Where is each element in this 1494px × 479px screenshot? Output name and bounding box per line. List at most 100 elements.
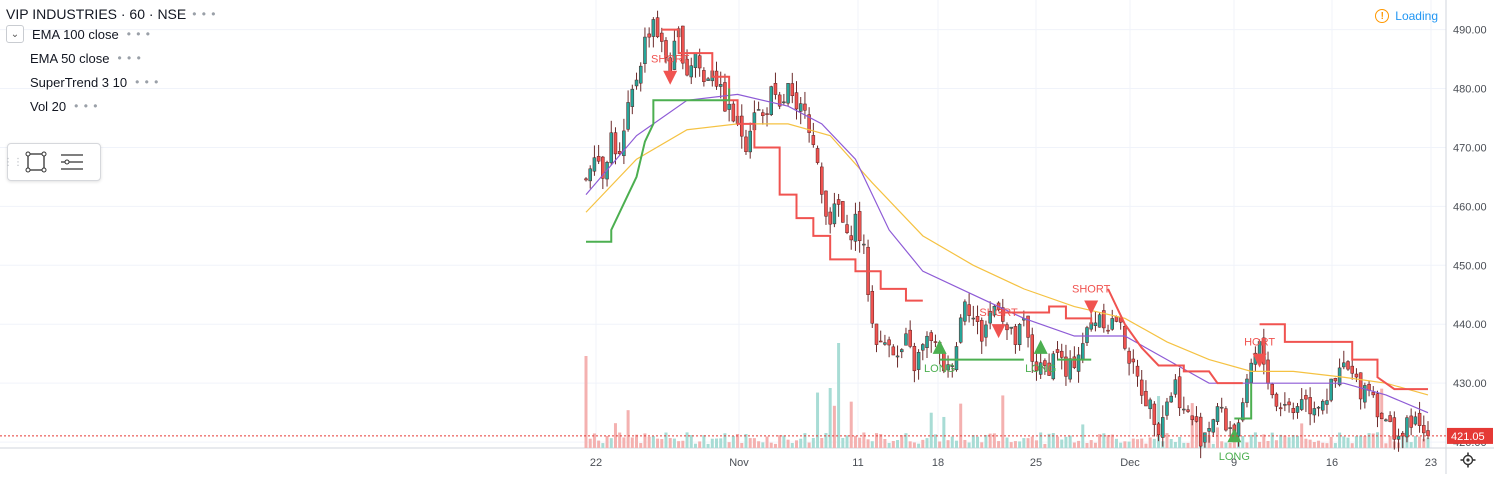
candle-body (1308, 397, 1312, 415)
candle-body (1236, 422, 1241, 437)
volume-bar (643, 433, 647, 448)
settings-lines-icon[interactable] (54, 146, 90, 178)
candle-body (1152, 403, 1157, 425)
volume-bar (1102, 433, 1106, 448)
y-tick-label: 460.00 (1453, 201, 1487, 213)
y-tick-label: 480.00 (1453, 84, 1487, 96)
volume-bar (988, 433, 992, 448)
rectangle-tool-icon[interactable] (18, 146, 54, 178)
candle-body (1413, 416, 1418, 425)
volume-bar (816, 392, 820, 448)
indicator-row-volume[interactable]: Vol 20 • • • (6, 94, 217, 118)
volume-bar (1178, 436, 1182, 448)
candle-body (1047, 362, 1051, 376)
candle-body (1017, 324, 1022, 346)
indicator-more-icon[interactable]: • • • (74, 99, 99, 113)
candle-body (862, 243, 866, 246)
short-signal-arrow (1084, 300, 1099, 315)
candle-body (1186, 409, 1190, 412)
x-tick-label: 18 (932, 457, 944, 469)
volume-bar (702, 435, 706, 448)
warning-icon[interactable]: ! (1375, 9, 1390, 23)
volume-bar (967, 442, 971, 448)
volume-bar (1077, 440, 1081, 448)
volume-bar (845, 435, 849, 448)
volume-bar (1136, 439, 1140, 448)
candle-body (988, 310, 992, 324)
volume-bar (1194, 418, 1198, 448)
volume-bar (1258, 441, 1262, 448)
volume-bar (1026, 438, 1030, 448)
drag-handle-icon[interactable]: ⋮⋮ (3, 156, 23, 168)
supertrend-up-line (586, 88, 731, 243)
candle-body (1299, 399, 1304, 410)
candle-body (1068, 358, 1072, 380)
volume-bar (1304, 438, 1308, 448)
candle-body (1211, 419, 1216, 433)
x-tick-label: 11 (852, 457, 863, 469)
volume-bar (1098, 434, 1102, 448)
candle-body (1081, 343, 1085, 360)
volume-bar (803, 433, 807, 448)
candle-body (1228, 427, 1232, 429)
volume-bar (1329, 436, 1333, 448)
volume-bar (1106, 435, 1110, 448)
candle-body (634, 79, 639, 87)
indicator-row-ema50[interactable]: EMA 50 close • • • (6, 46, 217, 70)
candle-body (891, 346, 896, 356)
indicator-label[interactable]: EMA 50 close (30, 50, 110, 66)
volume-bar (1144, 443, 1148, 448)
indicator-row-supertrend[interactable]: SuperTrend 3 10 • • • (6, 70, 217, 94)
candle-body (849, 235, 853, 241)
candle-body (933, 341, 938, 343)
candle-body (870, 291, 875, 324)
volume-bar (1426, 437, 1430, 448)
candle-body (820, 166, 824, 195)
indicator-row-ema100[interactable]: ⌄ EMA 100 close • • • (6, 22, 217, 46)
indicator-label[interactable]: EMA 100 close (32, 26, 119, 42)
candle-body (1076, 354, 1081, 372)
indicator-more-icon[interactable]: • • • (135, 75, 160, 89)
candle-body (1363, 385, 1367, 403)
volume-bar (778, 435, 782, 448)
volume-bar (1190, 403, 1194, 448)
candle-body (836, 199, 841, 205)
symbol-title[interactable]: VIP INDUSTRIES · 60 · NSE (6, 6, 187, 22)
volume-bar (715, 438, 719, 448)
candle-body (685, 58, 689, 76)
indicator-label[interactable]: SuperTrend 3 10 (30, 74, 128, 90)
volume-bar (799, 438, 803, 448)
volume-bar (769, 442, 773, 448)
indicator-more-icon[interactable]: • • • (117, 51, 142, 65)
volume-bar (1253, 432, 1257, 448)
volume-bar (1173, 441, 1177, 448)
collapse-chevron-icon[interactable]: ⌄ (6, 25, 24, 43)
candle-body (1295, 406, 1300, 413)
candle-body (723, 82, 727, 112)
volume-bar (1039, 432, 1043, 448)
candle-body (689, 65, 693, 78)
volume-bar (976, 436, 980, 448)
volume-bar (1152, 438, 1156, 448)
candle-body (1165, 401, 1169, 416)
volume-bar (1350, 443, 1354, 448)
candle-body (963, 301, 967, 322)
indicator-label[interactable]: Vol 20 (30, 98, 67, 114)
candle-body (1135, 365, 1140, 377)
title-more-icon[interactable]: • • • (192, 7, 217, 21)
candle-body (740, 115, 744, 137)
volume-bar (870, 441, 874, 448)
candle-body (1405, 417, 1409, 438)
candle-body (1400, 432, 1405, 437)
volume-bar (685, 432, 689, 448)
ema-100-line (585, 123, 1429, 396)
candle-body (908, 329, 912, 347)
volume-bar (795, 440, 798, 448)
indicator-more-icon[interactable]: • • • (126, 27, 151, 41)
gear-icon[interactable] (1460, 452, 1476, 468)
candle-body (638, 65, 643, 84)
candle-body (786, 83, 790, 104)
candle-body (1203, 432, 1207, 443)
